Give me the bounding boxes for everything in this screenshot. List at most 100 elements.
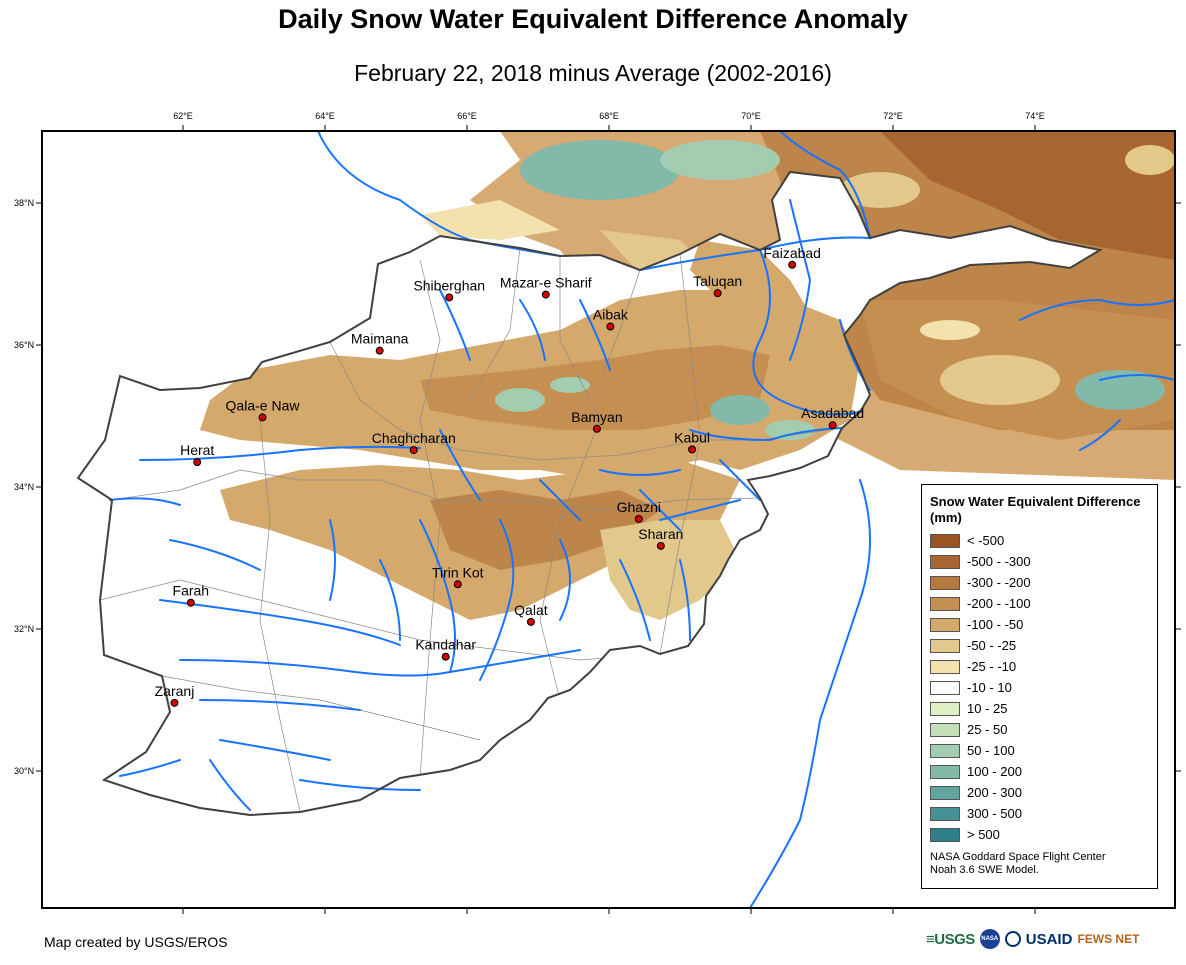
city-label: Ghazni <box>617 499 661 515</box>
legend-label: 10 - 25 <box>967 701 1008 716</box>
lat-tick-label: 38°N <box>14 198 34 208</box>
city-label: Faizabad <box>763 245 821 261</box>
legend-label: 300 - 500 <box>967 806 1022 821</box>
lon-tick-label: 70°E <box>741 111 761 121</box>
legend: Snow Water Equivalent Difference (mm) < … <box>921 484 1158 889</box>
lon-tick-label: 66°E <box>457 111 477 121</box>
legend-swatch <box>930 533 960 548</box>
legend-label: -50 - -25 <box>967 638 1017 653</box>
city-label: Shiberghan <box>413 277 485 293</box>
graticule-ticks: 62°E 64°E 66°E 68°E 70°E 72°E 74°E 38°N 36°N 34°N… <box>14 111 1181 914</box>
lon-tick-label: 72°E <box>883 111 903 121</box>
legend-swatch <box>930 617 960 632</box>
city-label: Qala-e Naw <box>226 397 301 413</box>
city-label: Maimana <box>351 331 409 347</box>
legend-row: 100 - 200 <box>930 761 1149 782</box>
usgs-logo: ≡USGS <box>926 930 975 948</box>
city-marker <box>409 446 418 455</box>
city-asadabad: Asadabad <box>801 405 864 430</box>
city-qalat: Qalat <box>514 602 548 626</box>
legend-row: -200 - -100 <box>930 593 1149 614</box>
lat-tick-label: 36°N <box>14 340 34 350</box>
city-marker <box>193 458 202 467</box>
legend-row: -50 - -25 <box>930 635 1149 656</box>
city-marker <box>713 289 722 298</box>
legend-label: 25 - 50 <box>967 722 1008 737</box>
legend-row: 25 - 50 <box>930 719 1149 740</box>
partner-logos: ≡USGS NASA USAID FEWS NET <box>926 929 1139 949</box>
legend-swatch <box>930 680 960 695</box>
city-marker <box>453 580 462 589</box>
city-sharan: Sharan <box>638 526 683 550</box>
legend-swatch <box>930 785 960 800</box>
legend-row: > 500 <box>930 824 1149 845</box>
legend-label: -100 - -50 <box>967 617 1024 632</box>
city-marker <box>788 260 797 269</box>
legend-swatch <box>930 806 960 821</box>
legend-row: 200 - 300 <box>930 782 1149 803</box>
legend-swatch <box>930 764 960 779</box>
city-marker <box>634 514 643 523</box>
city-marker <box>170 698 179 707</box>
city-label: Herat <box>180 442 214 458</box>
city-tirin-kot: Tirin Kot <box>432 564 484 589</box>
city-marker <box>656 541 665 550</box>
city-label: Sharan <box>638 526 683 542</box>
city-chaghcharan: Chaghcharan <box>372 430 456 455</box>
legend-swatch <box>930 722 960 737</box>
map-subtitle: February 22, 2018 minus Average (2002-20… <box>354 60 832 86</box>
city-farah: Farah <box>173 583 209 607</box>
legend-row: < -500 <box>930 530 1149 551</box>
lat-tick-label: 34°N <box>14 482 34 492</box>
city-bamyan: Bamyan <box>571 409 623 433</box>
lat-tick-label: 32°N <box>14 624 34 634</box>
city-label: Mazar-e Sharif <box>500 275 592 291</box>
nasa-logo: NASA <box>979 929 1000 949</box>
city-label: Asadabad <box>801 405 864 421</box>
lon-tick-label: 68°E <box>599 111 619 121</box>
legend-label: 100 - 200 <box>967 764 1022 779</box>
legend-swatch <box>930 659 960 674</box>
lat-tick-label: 30°N <box>14 766 34 776</box>
city-marker <box>186 598 195 607</box>
city-marker <box>592 424 601 433</box>
lon-tick-label: 62°E <box>173 111 193 121</box>
city-ghazni: Ghazni <box>617 499 661 523</box>
legend-row: 300 - 500 <box>930 803 1149 824</box>
city-label: Chaghcharan <box>372 430 456 446</box>
city-shiberghan: Shiberghan <box>413 277 485 302</box>
city-maimana: Maimana <box>351 331 409 355</box>
legend-label: -200 - -100 <box>967 596 1031 611</box>
city-label: Kandahar <box>415 637 476 653</box>
legend-row: -25 - -10 <box>930 656 1149 677</box>
legend-swatch <box>930 743 960 758</box>
legend-label: 50 - 100 <box>967 743 1015 758</box>
legend-label: -25 - -10 <box>967 659 1017 674</box>
usaid-logo: USAID <box>1025 930 1073 948</box>
legend-swatch <box>930 827 960 842</box>
city-marker <box>828 421 837 430</box>
city-marker <box>541 290 550 299</box>
city-kandahar: Kandahar <box>415 637 476 661</box>
legend-rows: < -500 -500 - -300 -300 - -200 -200 - -100 -… <box>930 530 1149 845</box>
city-mazar-e-sharif: Mazar-e Sharif <box>500 275 592 299</box>
legend-label: -300 - -200 <box>967 575 1031 590</box>
legend-swatch <box>930 638 960 653</box>
fews-net-logo: FEWS NET <box>1077 932 1140 946</box>
legend-swatch <box>930 575 960 590</box>
city-marker <box>526 617 535 626</box>
legend-row: -300 - -200 <box>930 572 1149 593</box>
city-layer: Faizabad Taluqan Mazar-e Sharif Shiberghan A… <box>155 245 864 707</box>
legend-label: < -500 <box>967 533 1005 548</box>
legend-label: -10 - 10 <box>967 680 1012 695</box>
city-label: Aibak <box>593 307 629 323</box>
legend-row: 10 - 25 <box>930 698 1149 719</box>
legend-label: 200 - 300 <box>967 785 1022 800</box>
legend-credit-line2: Noah 3.6 SWE Model. <box>930 864 1039 876</box>
city-label: Kabul <box>674 429 710 445</box>
usaid-seal-icon <box>1004 931 1021 947</box>
city-faizabad: Faizabad <box>763 245 821 269</box>
city-marker <box>258 413 267 422</box>
province-boundaries <box>99 247 841 813</box>
map-title: Daily Snow Water Equivalent Difference A… <box>278 4 908 34</box>
